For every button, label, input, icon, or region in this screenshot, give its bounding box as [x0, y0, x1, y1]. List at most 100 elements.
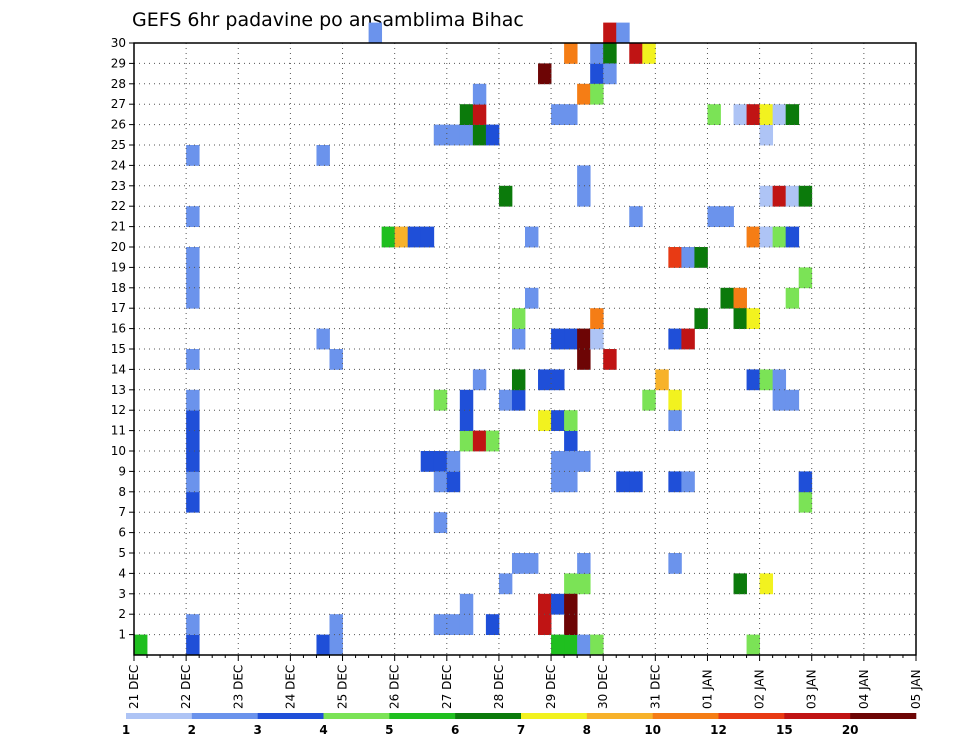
heatmap-cell: [459, 124, 474, 146]
heatmap-cell: [316, 145, 330, 166]
heatmap-cell: [186, 287, 200, 309]
x-tick-label: 30 DEC: [596, 665, 610, 709]
heatmap-cell: [707, 104, 721, 125]
heatmap-cell: [629, 43, 643, 64]
heatmap-cell: [577, 553, 591, 574]
heatmap-cell: [798, 267, 813, 289]
colorbar-swatch: [718, 713, 785, 719]
heatmap-cell: [551, 104, 565, 125]
colorbar-swatch: [191, 713, 258, 719]
heatmap-cell: [746, 308, 760, 329]
x-tick-label: 25 DEC: [336, 665, 350, 709]
y-tick-label: 25: [111, 138, 126, 152]
heatmap-cell: [785, 226, 800, 248]
heatmap-cell: [746, 104, 760, 125]
colorbar-label: 1: [122, 723, 130, 737]
heatmap-cell: [707, 206, 721, 227]
heatmap-cell: [538, 614, 552, 635]
x-tick-label: 03 JAN: [805, 669, 819, 709]
heatmap-cell: [538, 63, 552, 85]
x-tick-label: 27 DEC: [440, 665, 454, 709]
heatmap-cell: [446, 124, 461, 146]
heatmap-cell: [485, 430, 500, 452]
heatmap-cell: [329, 614, 343, 635]
heatmap-cell: [642, 43, 656, 64]
colorbar-legend: 1 2 3 4 5 6 7 8 10 12 15 20: [122, 713, 917, 737]
heatmap-cell: [642, 389, 656, 411]
heatmap-cell: [420, 451, 435, 472]
heatmap-cell: [446, 451, 461, 472]
heatmap-cell: [603, 63, 617, 85]
heatmap-cell: [446, 614, 461, 635]
heatmap-cell: [551, 593, 565, 615]
heatmap-cell: [472, 104, 487, 125]
heatmap-cell: [772, 226, 787, 248]
y-tick-label: 15: [111, 342, 126, 356]
heatmap-cell: [511, 308, 526, 329]
heatmap-cell: [616, 471, 630, 493]
heatmap-cell: [603, 22, 617, 44]
heatmap-cell: [759, 104, 774, 125]
heatmap-cell: [329, 634, 343, 656]
y-tick-label: 16: [111, 322, 126, 336]
chart-title: GEFS 6hr padavine po ansamblima Bihac: [132, 9, 524, 31]
y-tick-label: 19: [111, 260, 126, 274]
heatmap-cell: [590, 63, 604, 85]
heatmap-cell: [720, 206, 734, 227]
y-tick-label: 30: [111, 36, 126, 50]
colorbar-swatch: [652, 713, 719, 719]
heatmap-cell: [759, 226, 774, 248]
y-tick-label: 14: [111, 362, 126, 376]
x-tick-label: 26 DEC: [388, 665, 402, 709]
heatmap-cell: [759, 124, 774, 146]
heatmap-cell: [603, 349, 617, 370]
x-tick-label: 04 JAN: [857, 669, 871, 709]
heatmap-cell: [511, 389, 526, 411]
heatmap-cell: [564, 573, 578, 595]
heatmap-cell: [394, 226, 409, 248]
heatmap-cell: [668, 389, 682, 411]
y-tick-label: 13: [111, 383, 126, 397]
heatmap-cell: [551, 634, 565, 656]
heatmap-cell: [772, 369, 787, 391]
x-tick-label: 05 JAN: [909, 669, 923, 709]
y-tick-label: 29: [111, 56, 126, 70]
heatmap-cell: [525, 226, 539, 248]
heatmap-cell: [577, 165, 591, 187]
heatmap-cell: [564, 593, 578, 615]
heatmap-cell: [485, 614, 500, 635]
x-tick-label: 22 DEC: [179, 665, 193, 709]
heatmap-cell: [590, 634, 604, 656]
heatmap-cell: [603, 43, 617, 64]
x-axis: 21 DEC 22 DEC 23 DEC 24 DEC 25 DEC 26 DEC 27 D…: [127, 655, 923, 709]
colorbar-label: 6: [451, 723, 459, 737]
heatmap-cell: [733, 573, 747, 595]
y-tick-label: 18: [111, 281, 126, 295]
heatmap-cell: [525, 553, 539, 574]
y-tick-label: 9: [118, 464, 126, 478]
heatmap-cell: [785, 287, 800, 309]
heatmap-cell: [459, 614, 474, 635]
heatmap-cell: [590, 328, 604, 350]
y-tick-label: 12: [111, 403, 126, 417]
y-tick-label: 6: [118, 526, 126, 540]
heatmap-cell: [720, 287, 734, 309]
heatmap-cell: [564, 634, 578, 656]
heatmap-cell: [538, 410, 552, 431]
heatmap-cell: [746, 634, 760, 656]
y-tick-label: 5: [118, 546, 126, 560]
heatmap-cell: [733, 287, 747, 309]
colorbar-label: 2: [188, 723, 196, 737]
heatmap-cell: [733, 104, 747, 125]
heatmap-cell: [564, 471, 578, 493]
heatmap-cell: [186, 267, 200, 289]
heatmap-cell: [668, 328, 682, 350]
y-tick-label: 2: [118, 607, 126, 621]
heatmap-cell: [798, 185, 813, 207]
heatmap-cell: [186, 389, 200, 411]
y-tick-label: 10: [111, 444, 126, 458]
heatmap-cell: [577, 328, 591, 350]
heatmap-cell: [564, 451, 578, 472]
y-tick-label: 8: [118, 485, 126, 499]
y-tick-label: 22: [111, 199, 126, 213]
